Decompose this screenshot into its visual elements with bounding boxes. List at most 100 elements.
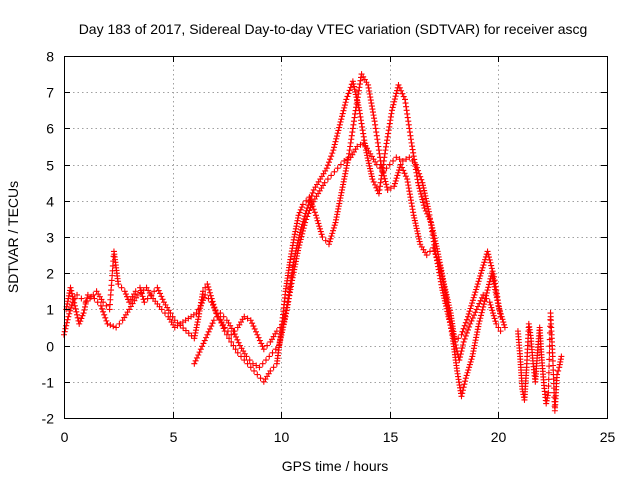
data-point [554, 371, 561, 378]
data-point [336, 124, 343, 131]
data-point [401, 170, 408, 177]
data-point [332, 138, 339, 145]
y-tick-label: 8 [46, 49, 54, 65]
data-point [319, 234, 326, 240]
data-point [205, 283, 212, 290]
data-point [302, 219, 309, 226]
data-point [380, 168, 387, 175]
data-point [336, 121, 343, 128]
data-point [342, 99, 349, 106]
data-point [445, 313, 452, 320]
data-point [204, 281, 211, 288]
data-point [116, 320, 123, 327]
data-point [230, 328, 237, 335]
data-point [395, 169, 402, 176]
data-point [466, 323, 473, 330]
data-point [471, 312, 478, 319]
data-point [423, 198, 430, 205]
data-point [486, 256, 493, 263]
y-tick-label: 6 [46, 121, 54, 137]
data-point [484, 248, 491, 255]
data-point [243, 353, 250, 360]
data-point [351, 86, 358, 93]
data-point [158, 306, 165, 313]
y-tick-label: -2 [42, 411, 55, 427]
data-point [296, 209, 303, 216]
data-point [122, 291, 129, 298]
data-point [501, 321, 508, 328]
data-point [249, 360, 256, 367]
data-point [337, 161, 344, 168]
data-point [206, 289, 213, 296]
data-point [327, 156, 334, 163]
data-point [76, 320, 83, 327]
data-point [67, 307, 74, 314]
data-point [277, 334, 284, 341]
data-point [350, 80, 357, 87]
data-point [410, 212, 417, 219]
data-point [419, 196, 426, 203]
data-point [383, 181, 390, 188]
data-point [468, 317, 475, 324]
data-point [497, 313, 504, 320]
data-point [312, 212, 319, 219]
data-point [495, 324, 502, 331]
data-point [67, 284, 74, 291]
data-point [253, 328, 260, 335]
data-point [455, 335, 462, 342]
data-point [238, 353, 245, 360]
series-track-A [61, 71, 508, 400]
data-point [474, 281, 481, 288]
data-point [324, 162, 331, 169]
data-point [299, 227, 306, 234]
data-point [303, 197, 310, 204]
data-point [464, 369, 471, 376]
data-point [451, 336, 458, 343]
data-point [318, 231, 325, 238]
data-point [478, 294, 485, 301]
data-point [391, 96, 398, 103]
data-point [387, 185, 394, 192]
data-point [446, 316, 453, 323]
data-point [384, 186, 391, 193]
data-point [475, 320, 482, 327]
data-point [88, 293, 95, 300]
data-point [70, 296, 77, 303]
data-point [334, 130, 341, 137]
data-point [200, 288, 207, 295]
y-tick-label: 3 [46, 230, 54, 246]
data-point [118, 284, 125, 291]
data-point [103, 302, 110, 309]
data-point [197, 302, 204, 309]
data-point [256, 337, 263, 344]
y-tick-label: 2 [46, 266, 54, 282]
data-point [445, 302, 452, 309]
data-point [80, 310, 87, 317]
data-point [330, 224, 337, 231]
data-point [339, 110, 346, 117]
data-point [398, 164, 405, 171]
data-point [226, 335, 233, 342]
data-point [83, 297, 90, 304]
data-point [456, 357, 463, 364]
data-point [115, 281, 122, 288]
data-point [197, 346, 204, 353]
data-point [420, 202, 427, 209]
data-point [555, 367, 562, 374]
data-point [476, 300, 483, 307]
data-point [458, 348, 465, 355]
data-point [445, 299, 452, 306]
data-point [234, 336, 241, 343]
data-point [278, 332, 285, 339]
y-axis-label: SDTVAR / TECUs [5, 181, 21, 293]
data-point [414, 230, 421, 237]
data-point [330, 227, 337, 234]
data-point [258, 340, 265, 347]
data-point [100, 299, 107, 306]
data-point [421, 205, 428, 212]
data-point [449, 330, 456, 337]
data-point [339, 113, 346, 120]
data-point [200, 340, 207, 347]
data-point [471, 291, 478, 298]
